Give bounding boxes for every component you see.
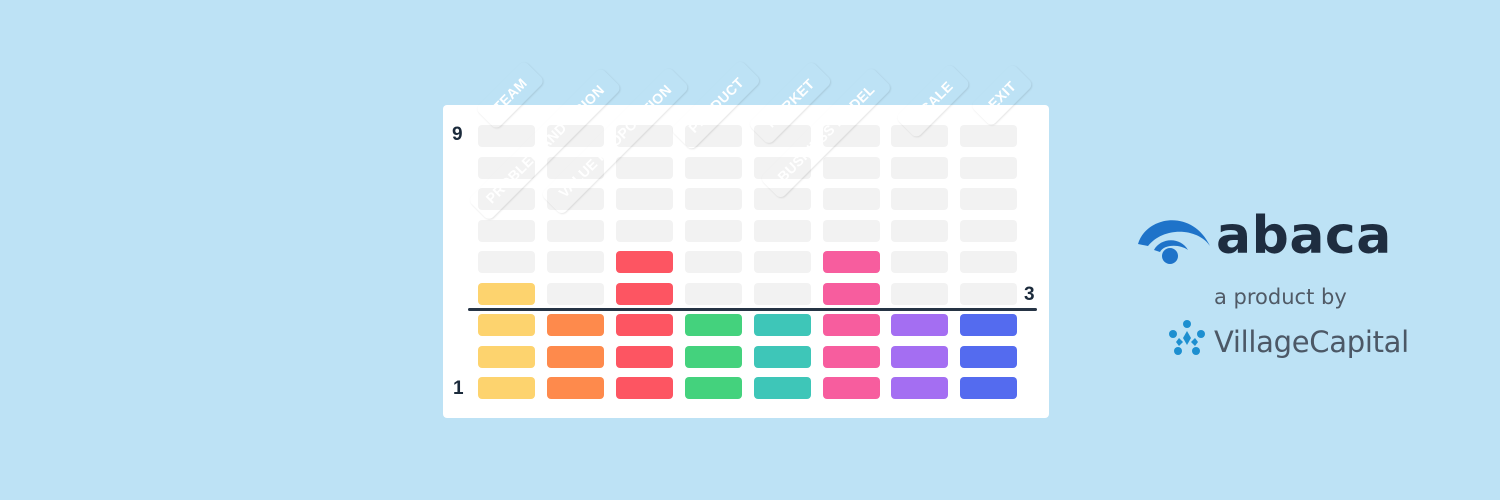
level-cell-filled [891, 377, 949, 399]
level-cell-filled [615, 345, 673, 368]
level-cell-empty [684, 219, 742, 242]
level-cell-filled [753, 377, 811, 399]
level-cell-filled [478, 345, 535, 368]
top-level-label: 9 [452, 124, 463, 145]
level-cell-filled [822, 377, 880, 399]
level-cell-empty [822, 188, 880, 210]
level-cell-empty [753, 188, 811, 210]
level-cell-filled [478, 377, 535, 399]
level-cell-filled [891, 314, 949, 336]
level-cell-filled [615, 377, 673, 399]
level-cell-empty [891, 219, 949, 242]
level-cell-empty [684, 188, 742, 210]
level-cell-empty [615, 125, 673, 147]
level-cell-empty [684, 251, 742, 273]
level-cell-empty [478, 251, 535, 273]
level-cell-empty [478, 156, 535, 179]
level-cell-filled [546, 377, 604, 399]
level-cell-filled [478, 314, 535, 336]
level-cell-empty [822, 125, 880, 147]
level-cell-empty [891, 125, 949, 147]
level-cell-empty [822, 219, 880, 242]
level-cell-empty [891, 156, 949, 179]
level-cell-filled [684, 314, 742, 336]
level-cell-empty [478, 188, 535, 210]
level-cell-empty [891, 188, 949, 210]
level-cell-filled [822, 251, 880, 273]
level-cell-filled [615, 282, 673, 305]
brand-name: abaca [1216, 206, 1392, 266]
level-cell-empty [546, 188, 604, 210]
level-cell-filled [546, 314, 604, 336]
level-cell-empty [753, 251, 811, 273]
level-cell-empty [960, 251, 1018, 273]
level-cell-empty [684, 282, 742, 305]
level-cell-filled [960, 345, 1018, 368]
level-cell-empty [478, 125, 535, 147]
level-cell-empty [960, 156, 1018, 179]
level-cell-empty [960, 219, 1018, 242]
level-cell-filled [753, 314, 811, 336]
level-cell-empty [546, 251, 604, 273]
level-cell-filled [546, 345, 604, 368]
level-cell-empty [960, 188, 1018, 210]
level-cell-filled [615, 251, 673, 273]
level-cell-filled [891, 345, 949, 368]
level-cell-filled [615, 314, 673, 336]
level-cell-empty [615, 188, 673, 210]
level-cell-empty [753, 125, 811, 147]
partner-name: VillageCapital [1214, 325, 1409, 359]
level-cell-empty [546, 282, 604, 305]
level-cell-empty [684, 125, 742, 147]
level-cell-filled [960, 314, 1018, 336]
level-cell-empty [615, 156, 673, 179]
level-cell-filled [822, 282, 880, 305]
current-level-line [468, 308, 1037, 311]
level-cell-filled [822, 345, 880, 368]
brand-tagline: a product by [1214, 285, 1347, 309]
level-cell-empty [546, 219, 604, 242]
level-cell-filled [684, 377, 742, 399]
level-cell-filled [478, 282, 535, 305]
current-level-label: 3 [1024, 284, 1035, 305]
level-cell-empty [891, 251, 949, 273]
level-cell-empty [891, 282, 949, 305]
level-cell-filled [960, 377, 1018, 399]
level-cell-empty [546, 125, 604, 147]
level-cell-empty [753, 282, 811, 305]
level-cell-empty [753, 156, 811, 179]
level-cell-empty [546, 156, 604, 179]
level-cell-filled [684, 345, 742, 368]
level-cell-empty [822, 156, 880, 179]
level-cell-empty [753, 219, 811, 242]
level-cell-filled [822, 314, 880, 336]
brand-block: abaca a product by VillageCapital [1128, 200, 1428, 370]
bottom-level-label: 1 [453, 378, 464, 399]
level-cell-filled [753, 345, 811, 368]
level-cell-empty [960, 282, 1018, 305]
level-cell-empty [960, 125, 1018, 147]
level-cell-empty [684, 156, 742, 179]
level-cell-empty [478, 219, 535, 242]
village-capital-logo-icon [1169, 320, 1205, 355]
abaca-logo-icon [1138, 220, 1210, 264]
level-cell-empty [615, 219, 673, 242]
